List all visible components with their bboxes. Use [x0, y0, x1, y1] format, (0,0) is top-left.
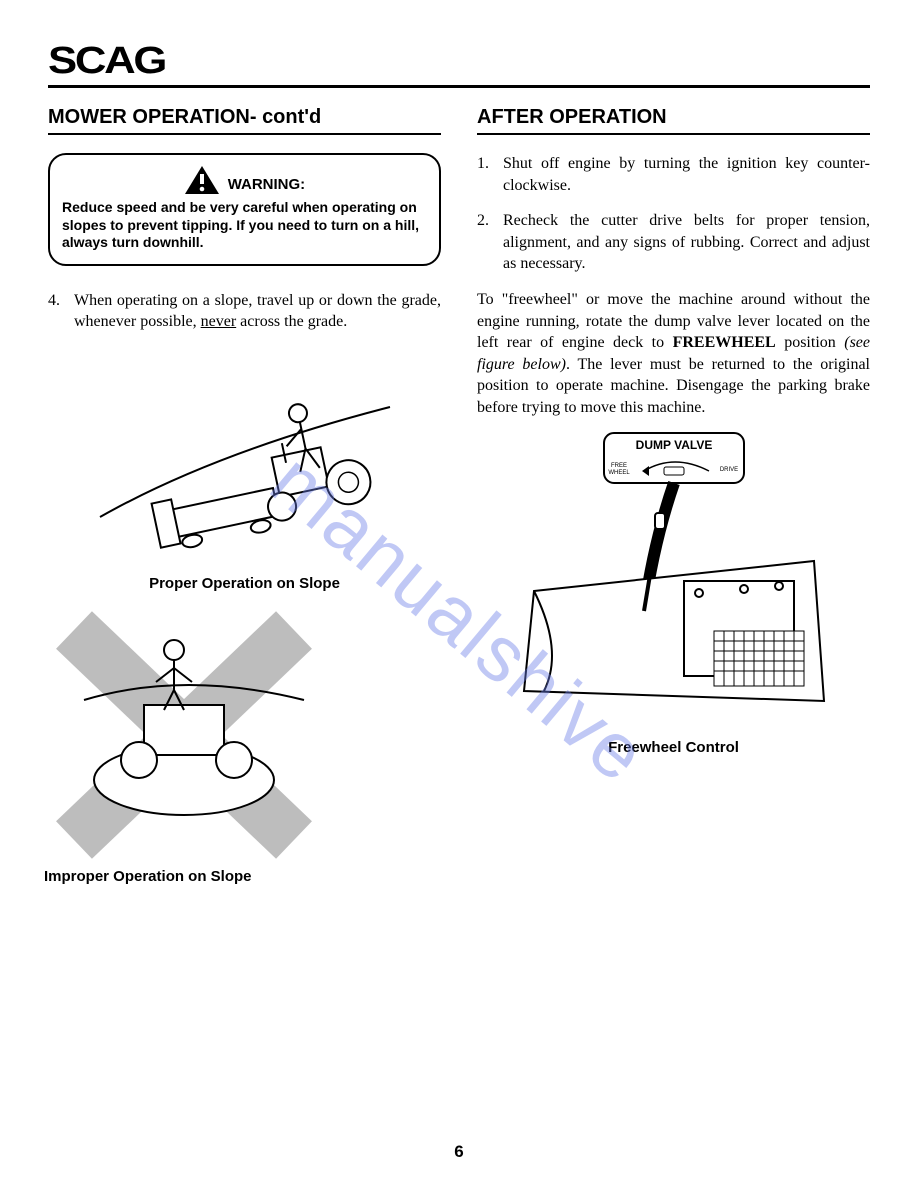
mower-improper-illustration [44, 610, 324, 860]
item4-underline: never [201, 313, 237, 330]
warning-label: WARNING: [228, 176, 306, 195]
list-body-4: When operating on a slope, travel up or … [74, 290, 441, 333]
figure-freewheel-caption: Freewheel Control [477, 739, 870, 756]
warning-box: WARNING: Reduce speed and be very carefu… [48, 153, 441, 266]
item4-post: across the grade. [236, 313, 347, 330]
fp-t3: position [776, 334, 845, 351]
list-num-2: 2. [477, 210, 503, 275]
figure-proper-caption: Proper Operation on Slope [48, 575, 441, 592]
warning-header: WARNING: [62, 165, 427, 195]
mower-slope-illustration [95, 347, 395, 567]
content-columns: MOWER OPERATION- cont'd WARNING: Reduce … [48, 106, 870, 903]
brand-rule [48, 85, 870, 88]
list-num-1: 1. [477, 153, 503, 196]
list-item-2: 2. Recheck the cutter drive belts for pr… [477, 210, 870, 275]
warning-text: Reduce speed and be very careful when op… [62, 199, 427, 252]
dump-valve-left: FREE [610, 463, 626, 469]
figure-improper: Improper Operation on Slope [44, 610, 441, 885]
list-body-1: Shut off engine by turning the ignition … [503, 153, 870, 196]
list-item-1: 1. Shut off engine by turning the igniti… [477, 153, 870, 196]
figure-proper: Proper Operation on Slope [48, 347, 441, 592]
freewheel-paragraph: To "freewheel" or move the machine aroun… [477, 289, 870, 419]
brand-logo: SCAG [48, 40, 165, 83]
dump-valve-left2: WHEEL [608, 470, 630, 476]
figure-improper-caption: Improper Operation on Slope [44, 868, 441, 885]
dump-valve-right: DRIVE [719, 467, 737, 473]
warning-icon [184, 165, 220, 195]
right-column: AFTER OPERATION 1. Shut off engine by tu… [477, 106, 870, 903]
figure-freewheel: DUMP VALVE FREE WHEEL DRIVE [477, 431, 870, 756]
freewheel-illustration: DUMP VALVE FREE WHEEL DRIVE [514, 431, 834, 731]
left-column: MOWER OPERATION- cont'd WARNING: Reduce … [48, 106, 441, 903]
dump-valve-title: DUMP VALVE [635, 438, 712, 452]
list-body-2: Recheck the cutter drive belts for prope… [503, 210, 870, 275]
fp-bold: FREEWHEEL [673, 334, 776, 351]
list-item-4: 4. When operating on a slope, travel up … [48, 290, 441, 333]
list-num-4: 4. [48, 290, 74, 333]
left-heading: MOWER OPERATION- cont'd [48, 106, 441, 135]
right-heading: AFTER OPERATION [477, 106, 870, 135]
page-number: 6 [0, 1142, 918, 1162]
